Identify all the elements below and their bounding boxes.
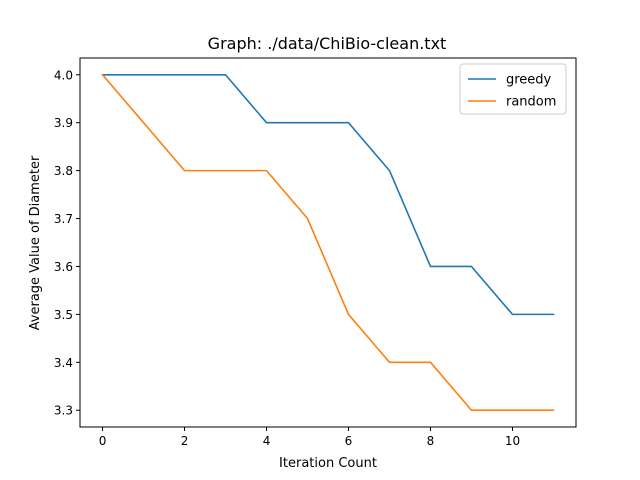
x-tick-label: 4 xyxy=(263,434,271,448)
y-ticks: 3.3 3.4 3.5 3.6 3.7 3.8 3.9 4.0 xyxy=(54,68,80,418)
y-tick-label: 3.6 xyxy=(54,260,73,274)
series-line-random xyxy=(101,73,555,412)
series-layer xyxy=(101,73,555,412)
x-tick-label: 10 xyxy=(505,434,520,448)
y-tick-label: 3.4 xyxy=(54,356,73,370)
chart-title: Graph: ./data/ChiBio-clean.txt xyxy=(208,34,447,53)
plot-frame xyxy=(79,57,577,428)
x-ticks: 0 2 4 6 8 10 xyxy=(99,427,520,448)
y-tick-label: 3.3 xyxy=(54,404,73,418)
y-tick-label: 3.9 xyxy=(54,116,73,130)
y-tick-label: 3.8 xyxy=(54,164,73,178)
y-axis-label: Average Value of Diameter xyxy=(28,155,43,330)
y-tick-label: 4.0 xyxy=(54,68,73,82)
y-tick-label: 3.7 xyxy=(54,212,73,226)
legend-label-greedy: greedy xyxy=(506,73,552,88)
x-tick-label: 0 xyxy=(99,434,107,448)
y-tick-label: 3.5 xyxy=(54,308,73,322)
legend-label-random: random xyxy=(506,95,556,110)
x-tick-label: 6 xyxy=(345,434,353,448)
x-axis-label: Iteration Count xyxy=(279,456,377,471)
x-tick-label: 2 xyxy=(181,434,189,448)
x-tick-label: 8 xyxy=(427,434,435,448)
series-line-greedy xyxy=(101,73,555,316)
legend: greedy random xyxy=(459,63,567,115)
